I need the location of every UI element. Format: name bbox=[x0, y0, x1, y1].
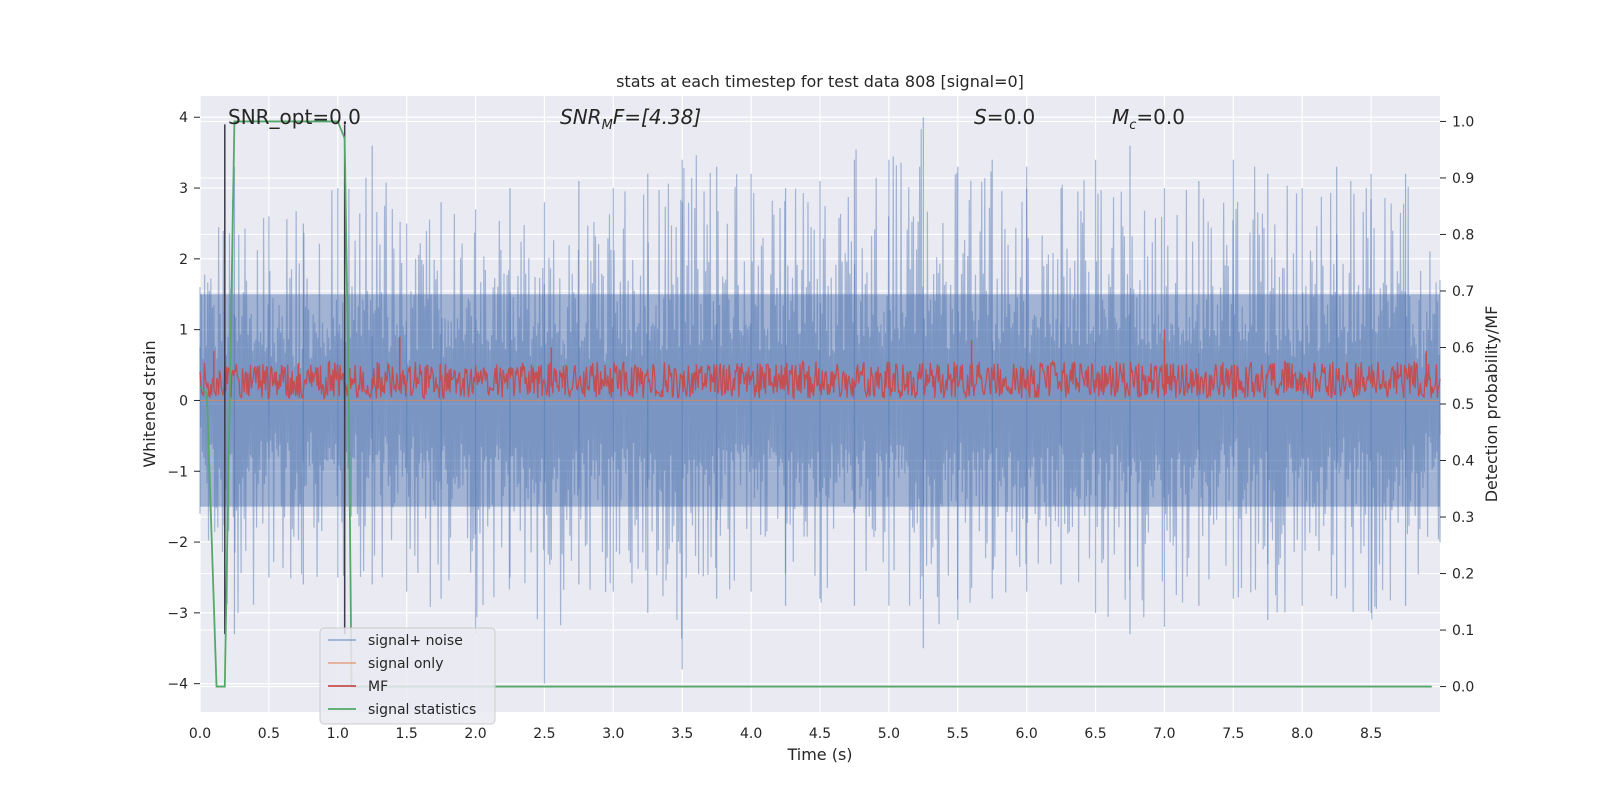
annotation-snr-mf-suffix: F=[4.38] bbox=[613, 105, 701, 129]
annotation-snr-mf-prefix: SNR bbox=[560, 105, 602, 129]
y-tick-label: −4 bbox=[167, 677, 188, 693]
series-mf bbox=[199, 359, 1441, 401]
annotation-s-suffix: =0.0 bbox=[987, 105, 1036, 129]
annotation-mc-sub: c bbox=[1129, 118, 1136, 133]
y-right-axis-label: Detection probability/MF bbox=[1482, 306, 1501, 503]
y-right-tick-label: 1.0 bbox=[1452, 114, 1474, 130]
y-right-tick-label: 0.6 bbox=[1452, 340, 1474, 356]
x-tick-label: 8.0 bbox=[1291, 726, 1313, 742]
x-tick-label: 1.0 bbox=[327, 726, 349, 742]
annotation-mc-suffix: =0.0 bbox=[1136, 105, 1185, 129]
x-tick-label: 4.5 bbox=[809, 726, 831, 742]
legend: signal+ noise signal only MF signal stat… bbox=[319, 627, 496, 725]
x-tick-label: 2.0 bbox=[464, 726, 486, 742]
annotation-s-prefix: S bbox=[974, 105, 987, 129]
x-tick-label: 7.0 bbox=[1153, 726, 1175, 742]
legend-label-signal-only: signal only bbox=[368, 656, 443, 672]
x-tick-label: 6.5 bbox=[1084, 726, 1106, 742]
y-tick-label: −1 bbox=[167, 464, 188, 480]
series-signal-statistics bbox=[199, 120, 1432, 688]
annotation-mc-prefix: M bbox=[1112, 105, 1129, 129]
x-tick-label: 7.5 bbox=[1222, 726, 1244, 742]
x-tick-label: 3.5 bbox=[671, 726, 693, 742]
y-right-tick-label: 0.1 bbox=[1452, 623, 1474, 639]
y-tick-label: −3 bbox=[167, 606, 188, 622]
y-right-tick-label: 0.2 bbox=[1452, 567, 1474, 583]
y-right-tick-label: 0.4 bbox=[1452, 454, 1474, 470]
chart-title: stats at each timestep for test data 808… bbox=[616, 72, 1024, 91]
legend-label-signal-noise: signal+ noise bbox=[368, 633, 463, 649]
y-tick-label: 0 bbox=[179, 393, 188, 409]
y-right-tick-label: 0.5 bbox=[1452, 397, 1474, 413]
series-layer bbox=[199, 117, 1441, 688]
y-right-tick-label: 0.3 bbox=[1452, 510, 1474, 526]
annotation-snr-mf: SNRMF=[4.38] bbox=[560, 105, 701, 133]
y-tick-label: 1 bbox=[179, 323, 188, 339]
y-tick-label: −2 bbox=[167, 535, 188, 551]
annotation-s: S=0.0 bbox=[974, 105, 1035, 129]
x-tick-label: 4.0 bbox=[740, 726, 762, 742]
annotation-snr-opt: SNR_opt=0.0 bbox=[228, 105, 361, 129]
y-right-tick-label: 0.8 bbox=[1452, 227, 1474, 243]
x-tick-label: 5.0 bbox=[878, 726, 900, 742]
annotation-snr-mf-sub: M bbox=[602, 118, 613, 133]
x-tick-label: 6.0 bbox=[1016, 726, 1038, 742]
x-tick-label: 0.5 bbox=[258, 726, 280, 742]
y-right-tick-label: 0.0 bbox=[1452, 680, 1474, 696]
annotation-snr-opt-text: SNR_opt=0.0 bbox=[228, 105, 361, 129]
legend-label-signal-statistics: signal statistics bbox=[368, 702, 476, 718]
x-tick-label: 0.0 bbox=[189, 726, 211, 742]
tick-labels: 0.0 0.5 1.0 1.5 2.0 2.5 3.0 3.5 4.0 4.5 5.0 5.5 6.0 6… bbox=[167, 110, 1474, 742]
y-tick-label: 4 bbox=[179, 110, 188, 126]
annotation-mc: Mc=0.0 bbox=[1112, 105, 1185, 133]
y-axis-label: Whitened strain bbox=[140, 340, 159, 467]
x-tick-label: 8.5 bbox=[1360, 726, 1382, 742]
y-tick-label: 2 bbox=[179, 252, 188, 268]
y-tick-label: 3 bbox=[179, 181, 188, 197]
x-tick-label: 2.5 bbox=[533, 726, 555, 742]
x-tick-label: 1.5 bbox=[396, 726, 418, 742]
legend-box bbox=[319, 627, 496, 725]
y-right-tick-label: 0.7 bbox=[1452, 284, 1474, 300]
x-tick-label: 3.0 bbox=[602, 726, 624, 742]
x-axis-label: Time (s) bbox=[786, 745, 852, 764]
y-right-tick-label: 0.9 bbox=[1452, 171, 1474, 187]
legend-label-mf: MF bbox=[368, 679, 388, 695]
x-tick-label: 5.5 bbox=[947, 726, 969, 742]
